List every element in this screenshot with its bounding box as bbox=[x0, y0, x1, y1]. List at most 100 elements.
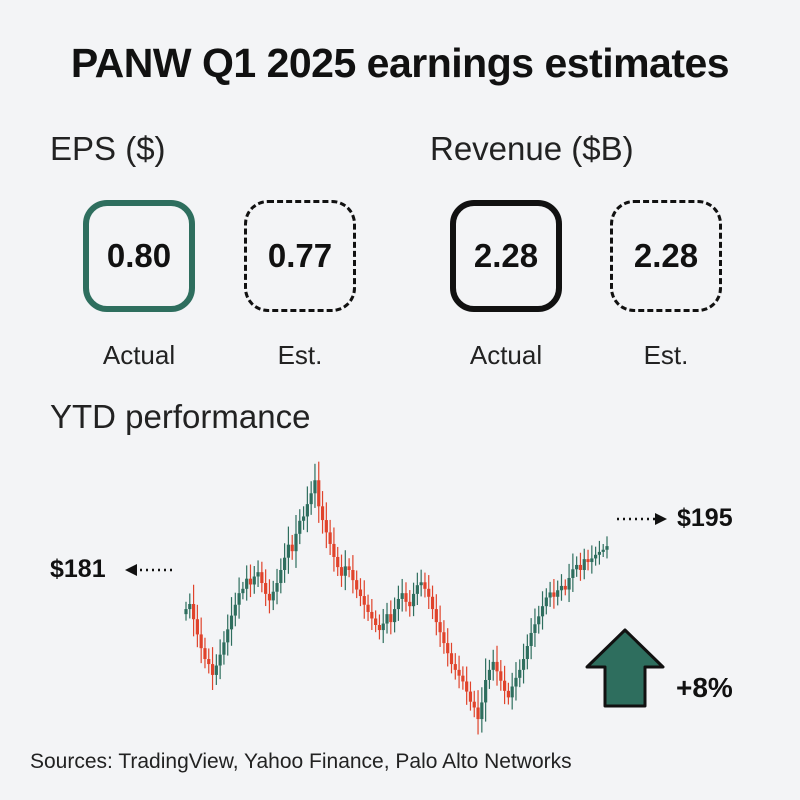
eps-actual-label: Actual bbox=[102, 340, 176, 370]
candle-body bbox=[427, 588, 431, 597]
candle-body bbox=[252, 576, 256, 585]
candle-body bbox=[256, 572, 260, 577]
candle-body bbox=[305, 504, 309, 517]
candle-body bbox=[301, 516, 306, 521]
revenue-actual-box: 2.28 bbox=[450, 200, 562, 312]
candle-body bbox=[332, 543, 336, 557]
candle-body bbox=[188, 604, 192, 610]
candle-body bbox=[484, 680, 488, 703]
candle-body bbox=[377, 625, 382, 631]
candles-group bbox=[184, 461, 609, 735]
eps-actual-box: 0.80 bbox=[83, 200, 195, 312]
candle-body bbox=[461, 675, 465, 682]
candle-body bbox=[233, 604, 237, 616]
candle-body bbox=[590, 558, 594, 563]
candle-body bbox=[525, 645, 529, 660]
candle-body bbox=[374, 618, 378, 625]
candle-body bbox=[594, 554, 598, 559]
candle-body bbox=[544, 597, 548, 607]
candle-body bbox=[582, 559, 586, 570]
ytd-heading: YTD performance bbox=[50, 398, 311, 435]
candle-body bbox=[362, 596, 366, 605]
end-arrowhead-icon bbox=[655, 513, 667, 525]
candle-body bbox=[347, 566, 351, 570]
candle-body bbox=[313, 480, 317, 494]
candle-body bbox=[419, 582, 423, 586]
candle-body bbox=[499, 671, 503, 681]
candle-body bbox=[271, 591, 275, 601]
candle-body bbox=[203, 648, 207, 660]
candle-body bbox=[317, 480, 321, 507]
candle-body bbox=[472, 701, 476, 708]
candle-body bbox=[320, 506, 325, 521]
candle-body bbox=[514, 677, 518, 687]
sources-text: Sources: TradingView, Yahoo Finance, Pal… bbox=[30, 750, 572, 773]
candle-body bbox=[355, 580, 359, 590]
candle-body bbox=[529, 632, 533, 646]
candle-body bbox=[518, 669, 522, 678]
candle-body bbox=[207, 659, 211, 665]
revenue-estimate-label: Est. bbox=[643, 340, 689, 370]
candle-body bbox=[214, 665, 218, 675]
candle-body bbox=[476, 707, 480, 720]
candle-body bbox=[575, 564, 579, 570]
candle-body bbox=[556, 590, 560, 597]
candle-body bbox=[533, 624, 537, 633]
candle-body bbox=[226, 629, 230, 643]
candle-body bbox=[245, 578, 249, 589]
candle-body bbox=[184, 609, 188, 615]
candle-body bbox=[578, 564, 583, 570]
candle-body bbox=[393, 609, 397, 623]
candle-body bbox=[336, 556, 340, 568]
candle-body bbox=[468, 691, 473, 702]
candle-body bbox=[411, 593, 416, 607]
candle-body bbox=[381, 623, 385, 631]
candle-body bbox=[480, 702, 484, 720]
candle-body bbox=[237, 593, 241, 605]
candle-body bbox=[442, 632, 446, 644]
candle-body bbox=[389, 614, 393, 623]
candle-body bbox=[324, 520, 328, 533]
candle-body bbox=[491, 661, 495, 670]
candle-body bbox=[400, 593, 404, 599]
candle-body bbox=[567, 577, 571, 590]
start-arrowhead-icon bbox=[125, 564, 137, 576]
candle-body bbox=[283, 557, 287, 570]
candle-body bbox=[370, 611, 374, 619]
candle-body bbox=[358, 589, 363, 597]
page-title: PANW Q1 2025 earnings estimates bbox=[70, 40, 730, 86]
candle-body bbox=[548, 592, 552, 598]
candle-body bbox=[502, 680, 507, 691]
candle-body bbox=[453, 664, 457, 670]
candle-body bbox=[218, 654, 222, 666]
candle-body bbox=[506, 690, 510, 698]
candle-body bbox=[339, 567, 344, 576]
candle-body bbox=[415, 585, 419, 594]
end-price-label: $195 bbox=[677, 504, 733, 532]
candle-body bbox=[385, 614, 389, 624]
candle-body bbox=[286, 544, 291, 558]
candle-body bbox=[597, 551, 602, 555]
candle-body bbox=[222, 642, 226, 655]
candle-body bbox=[495, 661, 499, 672]
candle-body bbox=[586, 559, 590, 563]
eps-heading: EPS ($) bbox=[50, 130, 166, 167]
candle-body bbox=[267, 593, 272, 601]
candle-body bbox=[510, 686, 514, 698]
candle-body bbox=[328, 532, 332, 544]
candle-body bbox=[601, 549, 605, 552]
candle-body bbox=[540, 606, 545, 617]
candle-body bbox=[404, 593, 408, 602]
candle-body bbox=[294, 533, 298, 552]
candle-body bbox=[521, 659, 526, 670]
candle-body bbox=[559, 585, 564, 591]
candle-body bbox=[457, 669, 461, 676]
candle-body bbox=[351, 570, 355, 581]
revenue-estimate-box: 2.28 bbox=[610, 200, 722, 312]
candle-body bbox=[264, 583, 268, 594]
start-price-label: $181 bbox=[50, 555, 106, 583]
candle-body bbox=[434, 609, 438, 623]
up-arrow-icon bbox=[585, 628, 665, 708]
candle-body bbox=[563, 585, 567, 590]
